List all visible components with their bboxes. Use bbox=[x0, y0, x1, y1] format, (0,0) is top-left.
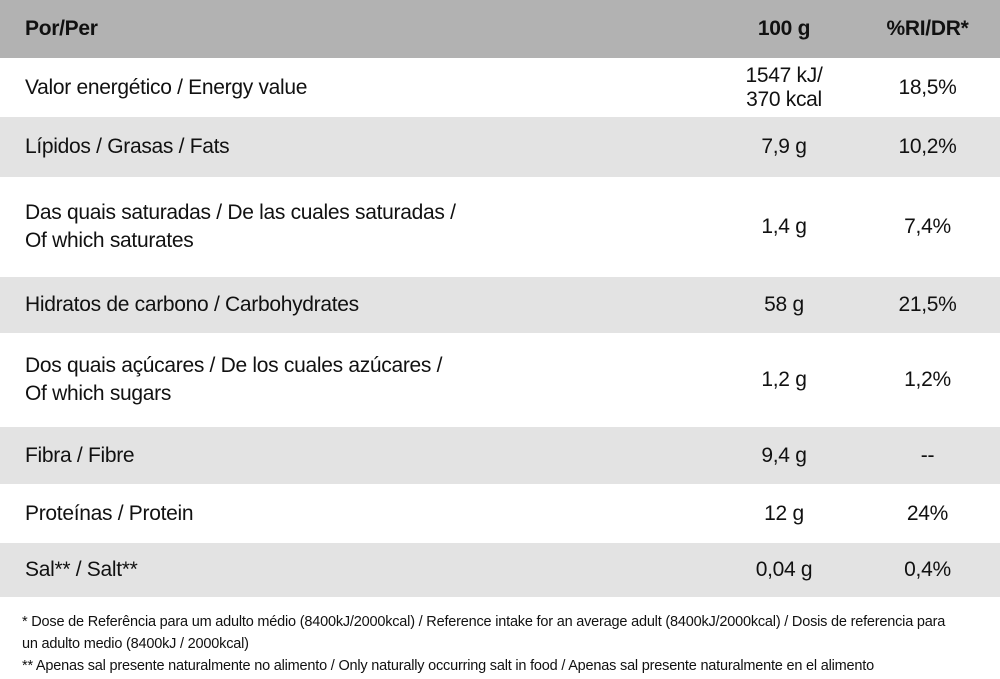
nutrient-amount: 9,4 g bbox=[761, 443, 807, 467]
nutrient-ri-percentage: -- bbox=[920, 443, 935, 467]
nutrient-amount: 1,2 g bbox=[761, 368, 807, 391]
table-body: Valor energético / Energy value 1547 kJ/… bbox=[0, 58, 1000, 597]
header-ri-dr-column: %RI/DR* bbox=[886, 17, 969, 40]
nutrient-label: Valor energético / Energy value bbox=[25, 75, 308, 99]
nutrient-amount: 12 g bbox=[764, 501, 804, 525]
nutrient-amount: 58 g bbox=[764, 293, 804, 316]
nutrient-label: Das quais saturadas / De las cuales satu… bbox=[25, 201, 456, 252]
nutrient-amount: 1,4 g bbox=[761, 215, 807, 238]
nutrient-label: Sal** / Salt** bbox=[25, 558, 138, 581]
table-row: Dos quais açúcares / De los cuales azúca… bbox=[0, 333, 1000, 427]
nutrient-label: Proteínas / Protein bbox=[25, 501, 194, 525]
table-row: Proteínas / Protein 12 g 24% bbox=[0, 484, 1000, 543]
table-row: Lípidos / Grasas / Fats 7,9 g 10,2% bbox=[0, 117, 1000, 177]
nutrient-ri-percentage: 7,4% bbox=[904, 215, 951, 238]
nutrient-ri-percentage: 10,2% bbox=[898, 135, 957, 158]
table-row: Hidratos de carbono / Carbohydrates 58 g… bbox=[0, 277, 1000, 333]
nutrient-label: Lípidos / Grasas / Fats bbox=[25, 135, 230, 158]
nutrient-label: Fibra / Fibre bbox=[25, 443, 135, 467]
nutrient-ri-percentage: 21,5% bbox=[898, 293, 957, 316]
nutrient-amount: 1547 kJ/ 370 kcal bbox=[745, 63, 823, 111]
nutrient-label: Dos quais açúcares / De los cuales azúca… bbox=[25, 354, 443, 405]
table-header-row: Por/Per 100 g %RI/DR* bbox=[0, 0, 1000, 58]
nutrient-amount: 0,04 g bbox=[755, 558, 813, 581]
nutrient-ri-percentage: 24% bbox=[906, 501, 949, 525]
table-row: Fibra / Fibre 9,4 g -- bbox=[0, 427, 1000, 484]
footnote-naturally-occurring-salt: ** Apenas sal presente naturalmente no a… bbox=[22, 658, 874, 674]
footnote-reference-intake: * Dose de Referência para um adulto médi… bbox=[22, 614, 946, 652]
header-per-column: Por/Per bbox=[25, 17, 98, 40]
nutrient-label: Hidratos de carbono / Carbohydrates bbox=[25, 293, 359, 316]
table-row: Sal** / Salt** 0,04 g 0,4% bbox=[0, 543, 1000, 597]
table-row: Das quais saturadas / De las cuales satu… bbox=[0, 177, 1000, 277]
nutrient-ri-percentage: 1,2% bbox=[904, 368, 951, 391]
footnotes: * Dose de Referência para um adulto médi… bbox=[0, 597, 1000, 677]
nutrient-ri-percentage: 18,5% bbox=[898, 75, 957, 99]
nutrient-ri-percentage: 0,4% bbox=[904, 558, 951, 581]
table-row: Valor energético / Energy value 1547 kJ/… bbox=[0, 58, 1000, 117]
header-amount-column: 100 g bbox=[757, 17, 811, 40]
nutrient-amount: 7,9 g bbox=[761, 135, 807, 158]
